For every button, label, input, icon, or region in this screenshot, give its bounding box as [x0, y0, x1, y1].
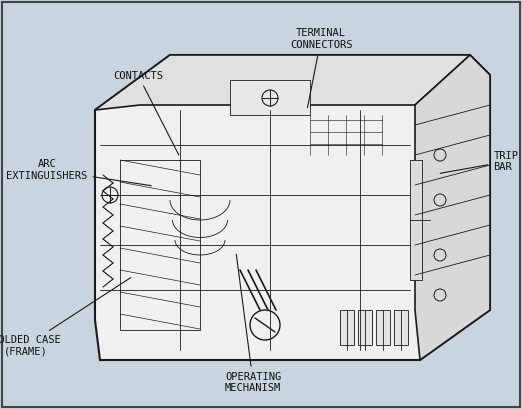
Bar	[120, 160, 200, 330]
Text: ARC
EXTINGUISHERS: ARC EXTINGUISHERS	[6, 159, 151, 186]
Polygon shape	[415, 55, 490, 360]
Text: MOLDED CASE
(FRAME): MOLDED CASE (FRAME)	[0, 278, 131, 356]
Bar	[410, 160, 422, 280]
Bar	[358, 310, 372, 345]
Polygon shape	[95, 55, 470, 110]
Polygon shape	[95, 55, 490, 360]
Bar	[340, 310, 354, 345]
Text: OPERATING
MECHANISM: OPERATING MECHANISM	[225, 254, 281, 393]
Bar	[394, 310, 408, 345]
Text: TERMINAL
CONNECTORS: TERMINAL CONNECTORS	[290, 28, 352, 108]
Bar	[230, 80, 310, 115]
Text: CONTACTS: CONTACTS	[113, 71, 179, 155]
Text: TRIP
BAR: TRIP BAR	[440, 151, 518, 173]
Bar	[376, 310, 390, 345]
